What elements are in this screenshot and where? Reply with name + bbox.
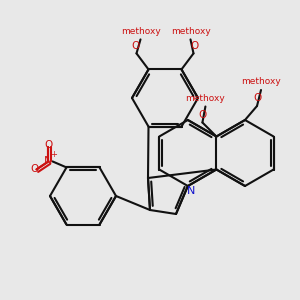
Text: O: O — [198, 110, 206, 119]
Text: +: + — [50, 150, 57, 159]
Text: methoxy: methoxy — [121, 27, 160, 36]
Text: O: O — [44, 140, 52, 150]
Text: N: N — [187, 186, 195, 196]
Text: O: O — [253, 93, 261, 103]
Text: methoxy: methoxy — [171, 27, 210, 36]
Text: O: O — [190, 41, 199, 51]
Text: methoxy: methoxy — [241, 77, 281, 86]
Text: O: O — [30, 164, 39, 174]
Text: N: N — [44, 156, 53, 167]
Text: O: O — [131, 41, 140, 51]
Text: methoxy: methoxy — [185, 94, 225, 103]
